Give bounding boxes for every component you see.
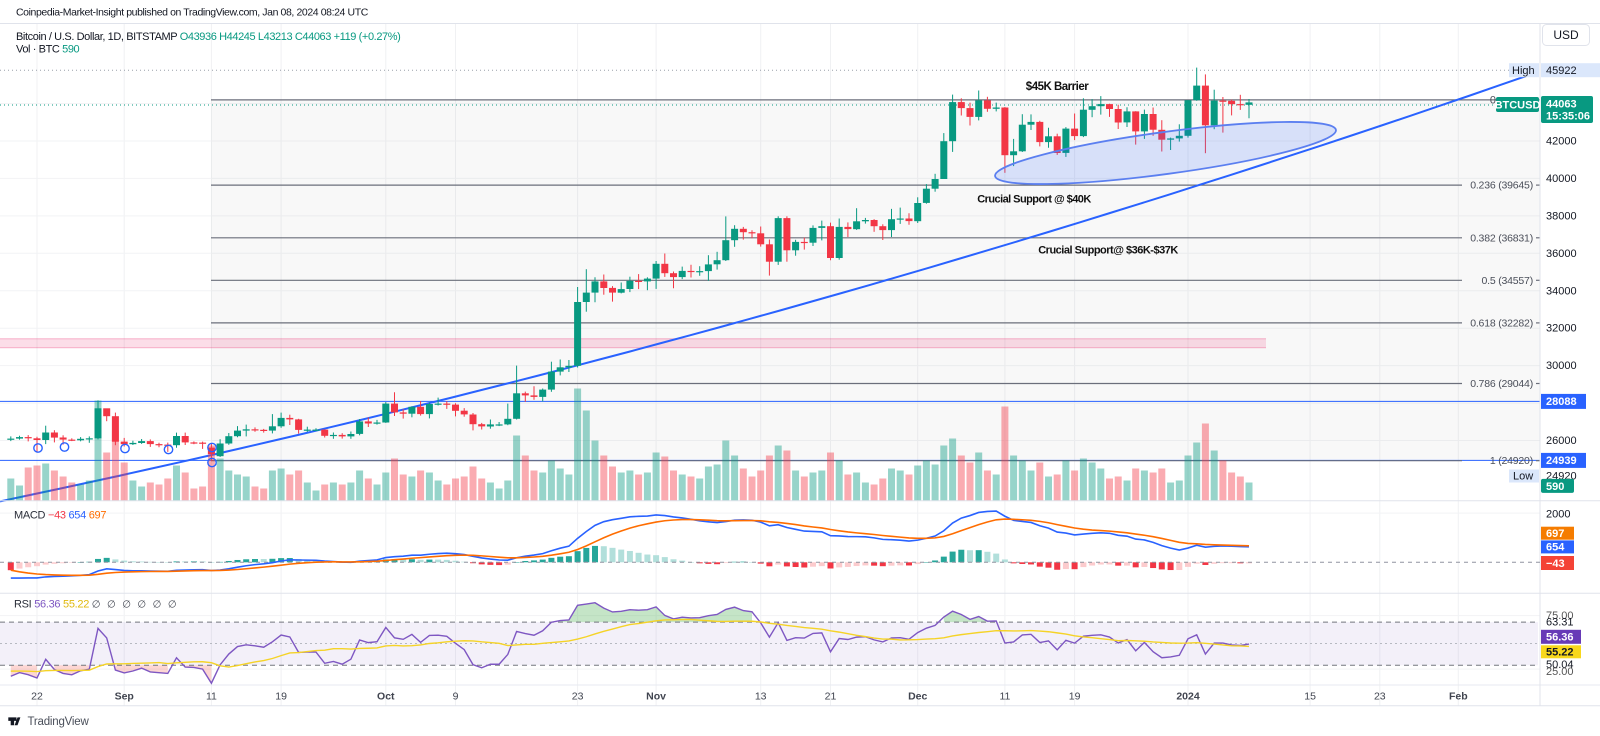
svg-text:21: 21 <box>825 691 837 703</box>
svg-text:2000: 2000 <box>1546 509 1570 521</box>
svg-text:32000: 32000 <box>1546 323 1577 335</box>
svg-text:Low: Low <box>1513 471 1533 483</box>
svg-text:19: 19 <box>275 691 287 703</box>
svg-text:697: 697 <box>1546 528 1564 540</box>
svg-text:56.36: 56.36 <box>1546 632 1574 644</box>
svg-text:45922: 45922 <box>1546 65 1577 77</box>
svg-text:$45K Barrier: $45K Barrier <box>1026 81 1089 93</box>
svg-text:36000: 36000 <box>1546 248 1577 260</box>
svg-text:590: 590 <box>1546 481 1564 493</box>
svg-text:15: 15 <box>1304 691 1316 703</box>
svg-text:USD: USD <box>1553 28 1579 42</box>
svg-text:38000: 38000 <box>1546 210 1577 222</box>
svg-text:28088: 28088 <box>1546 396 1577 408</box>
svg-text:23: 23 <box>1374 691 1386 703</box>
svg-text:75.00: 75.00 <box>1546 610 1574 622</box>
svg-text:0: 0 <box>1490 94 1496 106</box>
svg-text:BTCUSD: BTCUSD <box>1495 100 1541 112</box>
svg-text:50.04: 50.04 <box>1546 659 1574 671</box>
svg-text:Feb: Feb <box>1449 691 1468 703</box>
svg-text:RSI 56.36 55.22 ∅∅∅∅∅∅: RSI 56.36 55.22 ∅∅∅∅∅∅ <box>14 599 183 611</box>
svg-text:0.236 (39645): 0.236 (39645) <box>1470 180 1533 192</box>
svg-text:44063: 44063 <box>1546 99 1577 111</box>
svg-text:0.382 (36831): 0.382 (36831) <box>1470 232 1533 244</box>
svg-text:Sep: Sep <box>115 691 134 703</box>
svg-text:0.618 (32282): 0.618 (32282) <box>1470 317 1533 329</box>
svg-text:Nov: Nov <box>646 691 666 703</box>
svg-text:55.22: 55.22 <box>1546 647 1574 659</box>
svg-text:26000: 26000 <box>1546 435 1577 447</box>
svg-text:TradingView: TradingView <box>28 716 90 728</box>
svg-text:1 (24920): 1 (24920) <box>1490 455 1533 467</box>
svg-text:Oct: Oct <box>377 691 395 703</box>
svg-text:11: 11 <box>999 691 1010 703</box>
svg-text:34000: 34000 <box>1546 285 1577 297</box>
svg-text:0.786 (29044): 0.786 (29044) <box>1470 378 1533 390</box>
svg-text:Crucial Support@ $36K-$37K: Crucial Support@ $36K-$37K <box>1038 245 1178 257</box>
svg-text:9: 9 <box>453 691 459 703</box>
svg-text:40000: 40000 <box>1546 173 1577 185</box>
svg-text:Vol · BTC 590: Vol · BTC 590 <box>16 44 80 56</box>
svg-text:Crucial Support @ $40K: Crucial Support @ $40K <box>977 194 1091 206</box>
svg-text:Coinpedia-Market-Insight publi: Coinpedia-Market-Insight published on Tr… <box>16 7 369 19</box>
svg-text:2024: 2024 <box>1176 691 1200 703</box>
svg-text:15:35:06: 15:35:06 <box>1546 111 1590 123</box>
svg-text:19: 19 <box>1069 691 1081 703</box>
svg-text:30000: 30000 <box>1546 360 1577 372</box>
svg-text:MACD −43 654 697: MACD −43 654 697 <box>14 510 106 522</box>
svg-text:Dec: Dec <box>908 691 927 703</box>
svg-text:22: 22 <box>31 691 43 703</box>
svg-text:23: 23 <box>572 691 584 703</box>
svg-text:Bitcoin / U.S. Dollar, 1D, BIT: Bitcoin / U.S. Dollar, 1D, BITSTAMP O439… <box>16 31 400 43</box>
svg-text:25.00: 25.00 <box>1546 666 1574 678</box>
svg-text:13: 13 <box>755 691 767 703</box>
svg-text:11: 11 <box>206 691 217 703</box>
svg-text:High: High <box>1512 65 1535 77</box>
svg-text:42000: 42000 <box>1546 136 1577 148</box>
svg-text:24939: 24939 <box>1546 455 1577 467</box>
svg-text:−43: −43 <box>1546 558 1565 570</box>
svg-text:654: 654 <box>1546 542 1565 554</box>
svg-text:0.5 (34557): 0.5 (34557) <box>1481 275 1533 287</box>
svg-text:63.31: 63.31 <box>1546 617 1574 629</box>
